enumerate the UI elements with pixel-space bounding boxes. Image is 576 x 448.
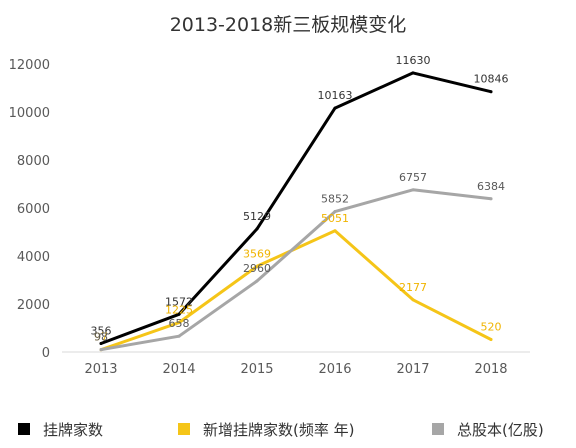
data-point (99, 348, 103, 352)
x-tick-label: 2018 (474, 362, 507, 377)
data-label: 6757 (399, 171, 427, 184)
data-label: 2960 (243, 262, 271, 275)
x-tick-label: 2014 (162, 362, 195, 377)
x-tick-label: 2016 (318, 362, 351, 377)
data-point (99, 341, 103, 345)
data-point (177, 321, 181, 325)
data-point (333, 229, 337, 233)
series-line-1 (99, 71, 493, 345)
data-point (255, 264, 259, 268)
data-label: 5051 (321, 212, 349, 225)
series-line-3 (99, 188, 493, 352)
y-axis-ticks: 0 2000 4000 6000 8000 10000 12000 (9, 58, 50, 361)
chart-title: 2013-2018新三板规模变化 (170, 14, 407, 36)
x-tick-label: 2013 (84, 362, 117, 377)
data-point (411, 71, 415, 75)
data-label: 3569 (243, 247, 271, 260)
data-label: 5129 (243, 210, 271, 223)
data-label: 1572 (165, 295, 193, 308)
legend-label: 总股本(亿股) (457, 421, 544, 439)
data-point (489, 338, 493, 342)
legend-label: 新增挂牌家数(频率 年) (203, 421, 354, 439)
data-point (333, 106, 337, 110)
data-label: 6384 (477, 180, 505, 193)
data-point (333, 210, 337, 214)
data-label: 10846 (474, 73, 509, 86)
data-label: 11630 (396, 54, 431, 67)
data-label: 658 (169, 317, 190, 330)
y-tick-label: 6000 (17, 202, 50, 217)
data-point (255, 279, 259, 283)
data-labels: 356 1572 5129 10163 11630 10846 97 1225 3569 5051… (91, 54, 509, 344)
data-label: 98 (94, 331, 108, 344)
data-label: 1225 (165, 304, 193, 317)
data-label: 10163 (318, 89, 353, 102)
y-tick-label: 10000 (9, 106, 50, 121)
data-point (411, 188, 415, 192)
y-tick-label: 8000 (17, 154, 50, 169)
data-label: 5852 (321, 193, 349, 206)
y-tick-label: 4000 (17, 250, 50, 265)
data-point (177, 312, 181, 316)
x-axis-ticks: 2013 2014 2015 2016 2017 2018 (84, 362, 507, 377)
y-tick-label: 12000 (9, 58, 50, 73)
data-point (177, 334, 181, 338)
data-label: 2177 (399, 281, 427, 294)
data-label: 356 (91, 324, 112, 337)
legend: 挂牌家数 新增挂牌家数(频率 年) 总股本(亿股) (18, 421, 544, 439)
data-point (489, 90, 493, 94)
x-tick-label: 2017 (396, 362, 429, 377)
legend-label: 挂牌家数 (43, 421, 103, 439)
data-point (255, 227, 259, 231)
data-point (411, 298, 415, 302)
legend-swatch (432, 423, 444, 435)
series-line-2 (99, 229, 493, 352)
data-label: 97 (94, 331, 108, 344)
series-lines (99, 71, 493, 352)
y-tick-label: 0 (42, 346, 50, 361)
x-tick-label: 2015 (240, 362, 273, 377)
legend-swatch (18, 423, 30, 435)
legend-swatch (178, 423, 190, 435)
data-label: 520 (481, 321, 502, 334)
data-point (489, 197, 493, 201)
y-tick-label: 2000 (17, 298, 50, 313)
